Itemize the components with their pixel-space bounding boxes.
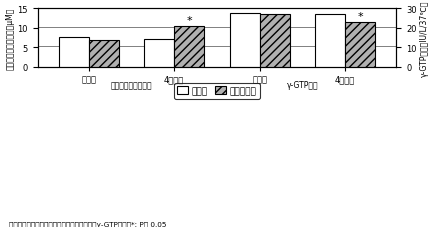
Bar (174, 27, 204, 68)
Text: *: * (186, 16, 192, 26)
Y-axis label: γ-GTP活性（IU/L/37℃）: γ-GTP活性（IU/L/37℃） (419, 0, 428, 76)
Bar (230, 14, 260, 68)
Bar (89, 41, 119, 68)
Bar (345, 23, 375, 68)
Text: 図　血液中の還元型グルタチオン濃度およびγ-GTP活性。*: P＜ 0.05: 図 血液中の還元型グルタチオン濃度およびγ-GTP活性。*: P＜ 0.05 (9, 220, 166, 227)
Bar (260, 15, 289, 68)
Y-axis label: 還元型グルタチオン（μM）: 還元型グルタチオン（μM） (6, 7, 15, 69)
Bar (315, 15, 345, 68)
Bar (59, 38, 89, 68)
Text: γ-GTP活性: γ-GTP活性 (286, 81, 318, 89)
Text: *: * (357, 12, 363, 22)
Bar (145, 40, 174, 68)
Text: 還元型グルタチオン: 還元型グルタチオン (111, 81, 152, 89)
Legend: 対照区, 酵母給与区: 対照区, 酵母給与区 (174, 83, 260, 99)
